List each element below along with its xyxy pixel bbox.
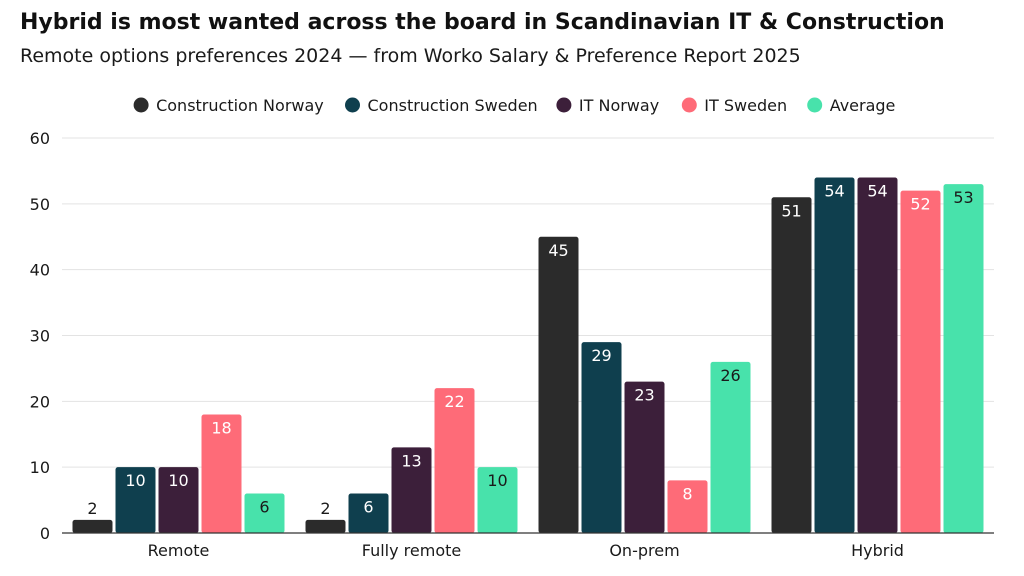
bar-data-label: 54 xyxy=(867,182,887,201)
bar-data-label: 10 xyxy=(168,471,188,490)
bar-data-label: 10 xyxy=(125,471,145,490)
bar xyxy=(391,447,432,533)
bar xyxy=(115,467,156,533)
bar xyxy=(348,493,389,533)
legend-item: Construction Norway xyxy=(133,96,324,115)
legend-swatch xyxy=(807,97,823,113)
legend-item: IT Norway xyxy=(556,96,659,115)
legend-label: IT Norway xyxy=(579,96,659,115)
bar xyxy=(900,190,941,533)
y-tick-label: 20 xyxy=(30,392,50,411)
y-tick-label: 40 xyxy=(30,261,50,280)
bar-data-label: 6 xyxy=(363,498,373,517)
legend-label: Average xyxy=(830,96,896,115)
chart-title: Hybrid is most wanted across the board i… xyxy=(20,10,945,35)
chart-subtitle: Remote options preferences 2024 — from W… xyxy=(20,45,801,67)
bar-data-label: 6 xyxy=(259,498,269,517)
bar-data-label: 2 xyxy=(87,499,97,518)
bar xyxy=(771,197,812,533)
bar-data-label: 13 xyxy=(401,451,421,470)
legend-swatch xyxy=(556,97,572,113)
legend-label: Construction Sweden xyxy=(368,96,538,115)
bar xyxy=(244,493,285,533)
legend-swatch xyxy=(133,97,149,113)
bar xyxy=(814,177,855,533)
bar xyxy=(581,342,622,533)
bar xyxy=(434,388,475,533)
bar xyxy=(538,236,579,533)
legend-label: Construction Norway xyxy=(156,96,324,115)
y-tick-label: 10 xyxy=(30,458,50,477)
bar xyxy=(943,184,984,534)
x-category-label: Fully remote xyxy=(362,541,461,560)
bar-data-label: 8 xyxy=(682,484,692,503)
x-category-label: On-prem xyxy=(609,541,679,560)
bar xyxy=(624,381,665,533)
bar xyxy=(710,361,751,533)
x-category-label: Hybrid xyxy=(851,541,904,560)
y-tick-label: 50 xyxy=(30,195,50,214)
x-category-label: Remote xyxy=(148,541,210,560)
legend-item: IT Sweden xyxy=(681,96,787,115)
bar xyxy=(667,480,708,533)
bar-data-label: 53 xyxy=(953,188,973,207)
bar-data-label: 52 xyxy=(910,195,930,214)
bar-data-label: 18 xyxy=(211,419,231,438)
legend-item: Construction Sweden xyxy=(345,96,538,115)
y-tick-label: 60 xyxy=(30,129,50,148)
y-tick-label: 0 xyxy=(40,524,50,543)
legend-label: IT Sweden xyxy=(704,96,787,115)
bar-data-label: 51 xyxy=(781,201,801,220)
bar-data-label: 29 xyxy=(591,346,611,365)
bar-data-label: 26 xyxy=(720,366,740,385)
legend-swatch xyxy=(681,97,697,113)
legend-swatch xyxy=(345,97,360,113)
bar-data-label: 45 xyxy=(548,241,568,260)
bar-data-label: 2 xyxy=(320,499,330,518)
bar xyxy=(158,467,199,533)
bar xyxy=(857,177,898,533)
bar xyxy=(477,467,518,533)
bar xyxy=(72,519,113,533)
bar-data-label: 54 xyxy=(824,182,844,201)
bar-data-label: 22 xyxy=(444,392,464,411)
legend-item: Average xyxy=(807,96,895,115)
bar xyxy=(201,414,242,533)
bar xyxy=(305,519,346,533)
bar-data-label: 23 xyxy=(634,386,654,405)
y-tick-label: 30 xyxy=(30,327,50,346)
bar-data-label: 10 xyxy=(487,471,507,490)
